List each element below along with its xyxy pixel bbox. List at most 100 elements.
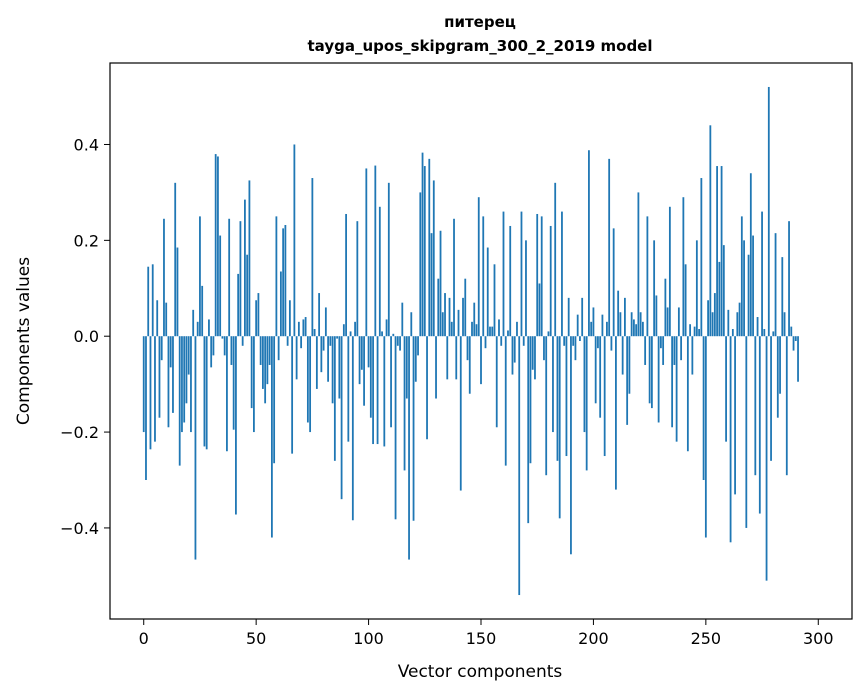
bar [293,144,296,337]
y-axis-ticks: −0.4 −0.2 0.0 0.2 0.4 [60,135,110,538]
bar [412,336,415,521]
bar [725,336,727,442]
bar [689,324,692,337]
bar [500,336,503,346]
bar [385,319,388,337]
bar [387,182,390,337]
bar [446,336,449,380]
bar [257,293,260,337]
bar [738,302,741,337]
bar [554,182,557,337]
bar [691,336,694,375]
bar [345,213,347,337]
bar [740,216,743,337]
bar [358,336,361,385]
bar [396,336,399,346]
bar [232,336,235,430]
bar [779,336,781,394]
bar [790,326,793,337]
bar [594,336,597,404]
bar [426,336,428,440]
x-axis-label: Vector components [398,662,563,682]
bar [529,336,532,464]
bar [574,336,577,361]
bar [318,293,321,337]
bar [444,293,446,337]
bar [536,213,539,337]
bar [731,329,734,337]
bar [495,336,498,428]
bar [772,331,775,337]
bar [268,336,271,365]
bar [695,240,698,337]
bar [471,321,473,337]
bar [615,336,617,490]
bar [761,211,763,337]
bar [253,336,255,433]
chart-title: питерец [444,13,516,31]
bar [567,297,570,337]
bar [432,180,435,337]
bar [430,233,433,337]
bar [297,321,300,337]
bar [394,336,397,520]
bar [588,150,590,337]
bar [756,317,759,337]
bar [509,225,512,337]
bar [767,86,770,337]
bar [572,336,575,346]
bar [641,321,644,337]
bar [522,336,525,346]
bar [203,336,206,447]
bar [682,197,685,337]
bar [781,257,784,337]
bar [626,336,629,425]
bar [183,336,186,423]
bar [270,336,273,538]
bar [363,336,365,406]
bar [223,336,226,356]
bars-group [142,86,799,596]
bar [437,278,440,337]
bar [376,336,379,445]
bar [745,336,748,528]
y-tick-label: 0.2 [74,231,99,250]
bar [309,336,312,433]
bar [403,336,406,471]
bar [273,336,276,464]
bar [336,336,338,339]
bar [459,336,462,491]
bar [457,309,460,337]
bar [181,336,183,433]
bar [619,312,622,337]
bar [455,336,458,380]
bar [785,336,788,476]
bar [774,233,777,337]
bar [201,285,204,337]
bar [657,336,660,423]
bar [226,336,228,452]
bar [646,216,649,337]
bar [603,336,606,457]
bar [264,336,267,404]
bar [156,300,159,337]
bar [635,324,638,337]
bar [797,336,799,382]
bar [713,293,716,337]
bar [752,235,754,337]
bar [239,221,242,337]
x-tick-label: 150 [466,629,497,648]
bar [279,271,282,337]
bar [217,156,219,337]
bar [165,302,168,337]
bar [743,240,745,337]
bar [662,336,665,365]
bar [538,283,541,337]
bar [632,319,635,337]
x-tick-label: 50 [246,629,266,648]
bar [763,329,766,337]
bar [563,336,566,346]
bar [320,336,323,373]
bar [196,321,199,337]
bar [381,331,383,337]
